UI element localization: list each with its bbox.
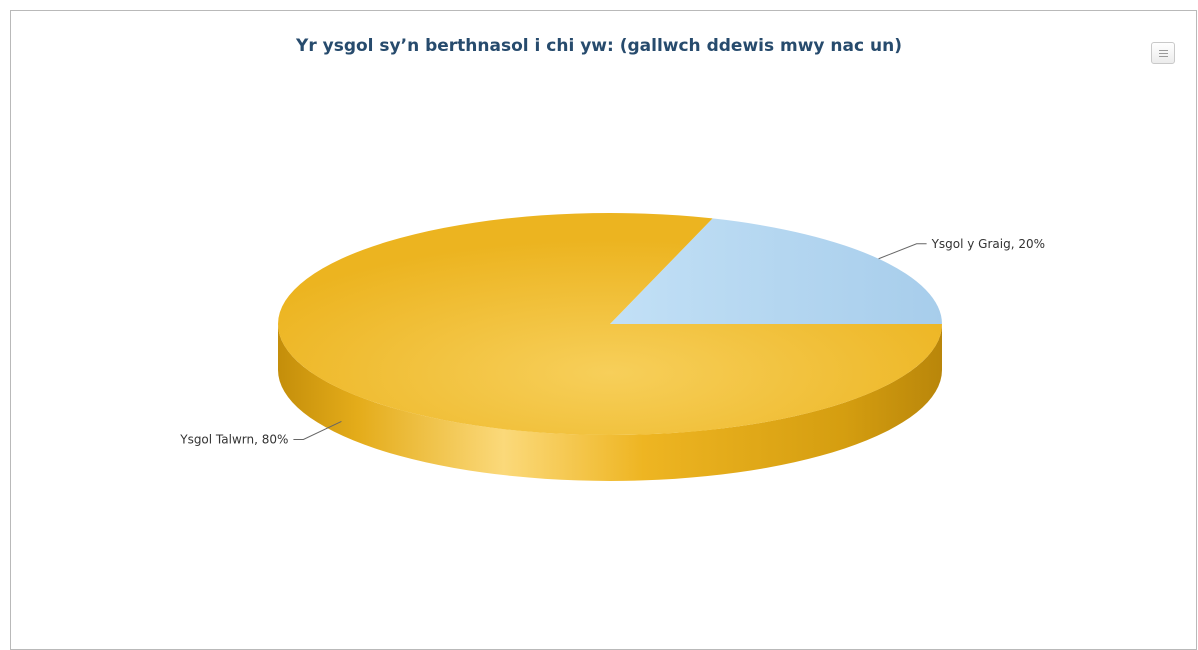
pie-labels-layer: Ysgol y Graig, 20% Ysgol Talwrn, 80% [179,237,1045,447]
label-connector-ysgol-y-graig [878,243,927,260]
data-label-ysgol-y-graig: Ysgol y Graig, 20% [931,237,1045,251]
pie-slice-side-ysgol-talwrn [278,324,942,481]
data-label-ysgol-talwrn: Ysgol Talwrn, 80% [179,432,288,446]
pie-side-layer [278,324,942,481]
pie-chart: Ysgol y Graig, 20% Ysgol Talwrn, 80% [179,212,1045,481]
pie-slice-ysgol-y-graig[interactable] [610,218,942,324]
chart-title: Yr ysgol sy’n berthnasol i chi yw: (gall… [296,36,902,56]
menu-icon [1159,50,1168,57]
pie-slice-ysgol-talwrn[interactable] [277,212,942,435]
export-menu-button[interactable] [1151,42,1175,64]
label-connector-ysgol-talwrn [293,420,342,440]
pie-top-layer [277,212,942,435]
